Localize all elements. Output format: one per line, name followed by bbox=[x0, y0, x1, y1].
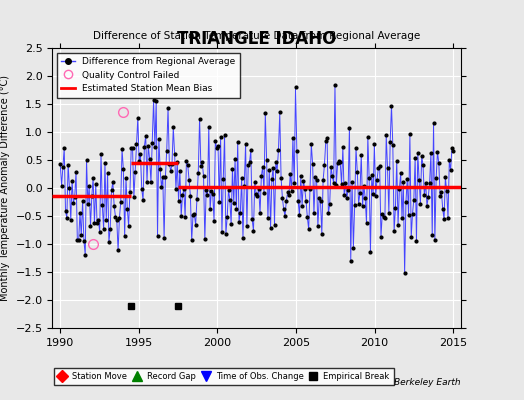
Text: Berkeley Earth: Berkeley Earth bbox=[395, 378, 461, 387]
Title: TRIANGLE IDAHO: TRIANGLE IDAHO bbox=[177, 30, 336, 48]
Text: Difference of Station Temperature Data from Regional Average: Difference of Station Temperature Data f… bbox=[93, 31, 420, 41]
Legend: Station Move, Record Gap, Time of Obs. Change, Empirical Break: Station Move, Record Gap, Time of Obs. C… bbox=[54, 368, 394, 386]
Y-axis label: Monthly Temperature Anomaly Difference (°C): Monthly Temperature Anomaly Difference (… bbox=[0, 75, 10, 301]
